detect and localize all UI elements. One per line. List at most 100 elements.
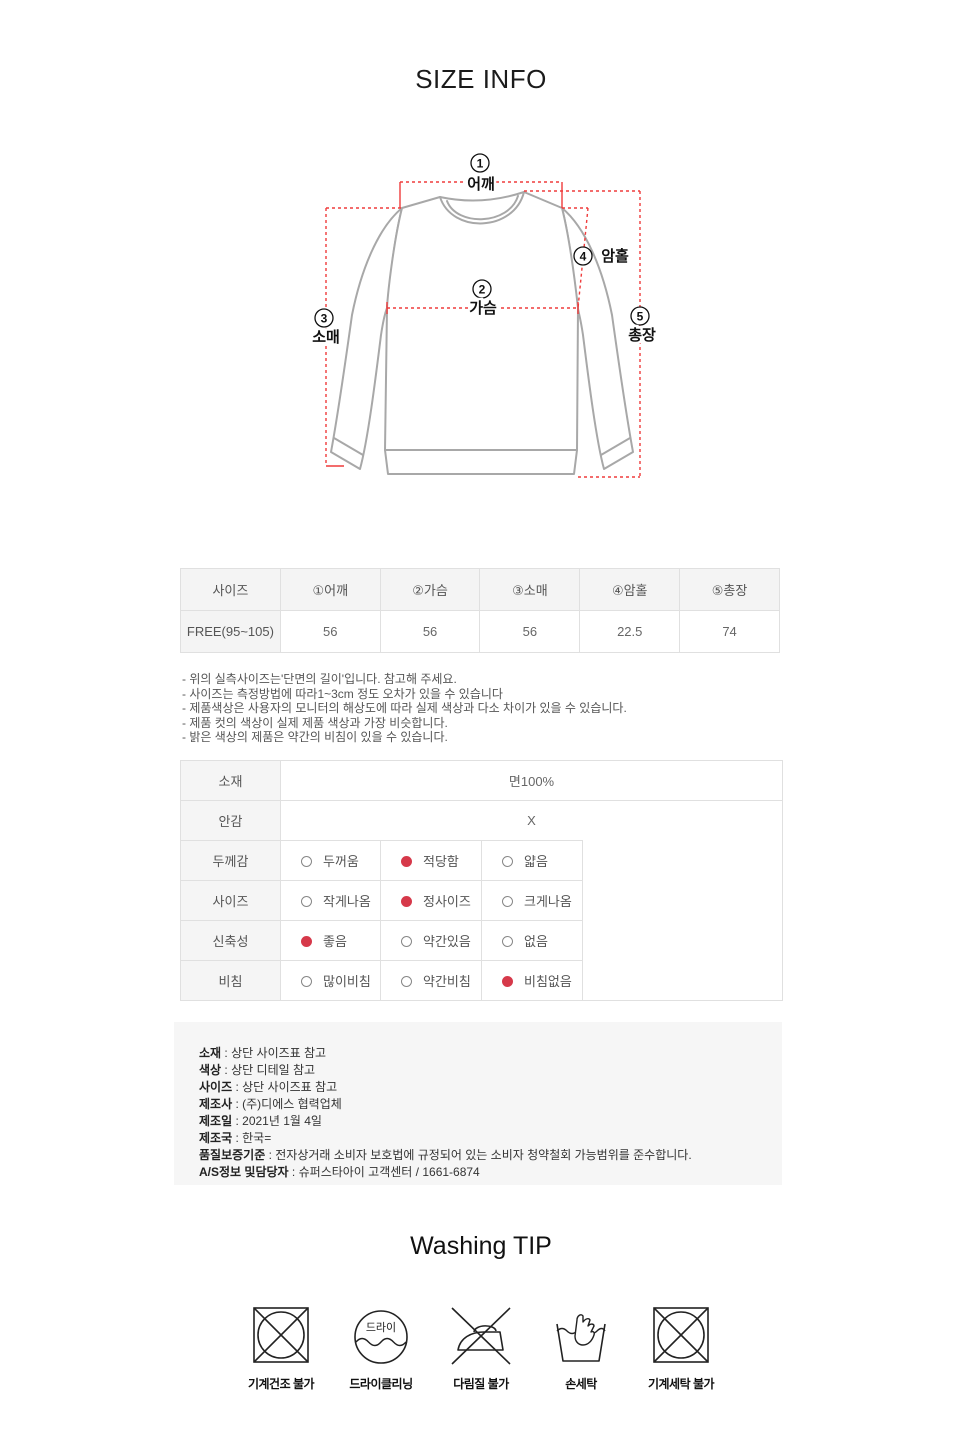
washing-item-label: 드라이클리닝 — [349, 1377, 413, 1391]
note-line: - 밝은 색상의 제품은 약간의 비침이 있을 수 있습니다. — [182, 730, 448, 745]
size-table-header: ③소매 — [479, 568, 581, 611]
option-label: 약간있음 — [423, 934, 471, 949]
option-label: 작게나옴 — [323, 894, 371, 909]
info-value: (주)디에스 협력업체 — [242, 1097, 342, 1111]
size-value-cell: 56 — [379, 610, 481, 653]
info-separator: : — [232, 1114, 243, 1128]
washing-item: 기계세탁 불가 — [631, 1300, 731, 1392]
measure-number-armhole: 4 — [580, 250, 587, 264]
option-label: 적당함 — [423, 854, 459, 869]
option-cell: 비침없음 — [481, 960, 583, 1001]
option-label: 크게나옴 — [524, 894, 572, 909]
circled-number-2 — [472, 279, 492, 299]
size-table-header: ②가슴 — [379, 568, 481, 611]
washing-item: 기계건조 불가 — [231, 1300, 331, 1392]
table-row: 두께감 두꺼움 적당함 얇음 — [180, 840, 783, 881]
size-table-header: 사이즈 — [180, 568, 281, 611]
option-cell: 정사이즈 — [380, 880, 482, 921]
measure-lines — [325, 181, 641, 478]
info-line: 소재 : 상단 사이즈표 참고 — [199, 1045, 762, 1062]
option-cell: 약간있음 — [380, 920, 482, 961]
washing-tip-title: Washing TIP — [410, 1232, 552, 1260]
info-label: 색상 — [199, 1063, 222, 1077]
option-label: 없음 — [524, 934, 548, 949]
info-separator: : — [232, 1097, 243, 1111]
row-label: 소재 — [180, 760, 281, 801]
size-table-header: ⑤총장 — [679, 568, 780, 611]
size-table-header: ①어깨 — [279, 568, 381, 611]
option-cell: 약간비침 — [380, 960, 482, 1001]
option-cell: 작게나옴 — [280, 880, 381, 921]
lining-value: X — [279, 800, 783, 841]
radio-indicator — [301, 976, 312, 987]
radio-indicator — [502, 856, 513, 867]
option-label: 정사이즈 — [423, 894, 471, 909]
washing-item-label: 손세탁 — [565, 1377, 597, 1391]
info-label: 제조사 — [199, 1097, 233, 1111]
radio-indicator — [401, 976, 412, 987]
filler-cell — [583, 921, 783, 961]
measure-number-sleeve: 3 — [321, 312, 328, 326]
no-iron-icon — [451, 1307, 511, 1365]
measure-label-length: 총장 — [628, 326, 656, 344]
washing-item: 손세탁 — [531, 1300, 631, 1392]
option-label: 두꺼움 — [323, 854, 359, 869]
option-cell: 적당함 — [380, 840, 482, 881]
size-table: 사이즈 ①어깨 ②가슴 ③소매 ④암홀 ⑤총장 FREE(95~105) 56 … — [180, 568, 780, 653]
info-value: 한국= — [242, 1131, 272, 1145]
info-label: 제조국 — [199, 1131, 233, 1145]
material-value: 면100% — [279, 760, 783, 801]
option-cell: 좋음 — [280, 920, 381, 961]
info-label: 제조일 — [199, 1114, 233, 1128]
info-label: A/S정보 및담당자 — [199, 1165, 289, 1179]
table-row: 소재 면100% — [180, 760, 783, 801]
size-value-cell: 56 — [279, 610, 381, 653]
info-separator: : — [288, 1165, 299, 1179]
garment-measure-diagram: 1 어깨 2 가슴 3 소매 4 암홀 5 총장 — [310, 153, 658, 478]
no-machine-wash-icon — [653, 1307, 709, 1363]
row-label: 두께감 — [180, 840, 281, 881]
measure-label-sleeve: 소매 — [312, 329, 340, 346]
row-label: 사이즈 — [180, 880, 281, 921]
measure-number-chest: 2 — [479, 283, 486, 297]
radio-indicator — [301, 896, 312, 907]
info-separator: : — [265, 1148, 276, 1162]
radio-indicator — [401, 936, 412, 947]
info-separator: : — [221, 1046, 232, 1060]
circled-number-5 — [630, 306, 650, 326]
option-cell: 크게나옴 — [481, 880, 583, 921]
info-value: 상단 사이즈표 참고 — [231, 1046, 327, 1060]
circled-number-4 — [573, 246, 593, 266]
table-row: 비침 많이비침 약간비침 비침없음 — [180, 960, 783, 1001]
no-tumble-dry-icon — [253, 1307, 309, 1363]
sweatshirt-outline — [330, 191, 634, 475]
info-line: 사이즈 : 상단 사이즈표 참고 — [199, 1079, 762, 1096]
option-label: 비침없음 — [524, 974, 572, 989]
row-label: 비침 — [180, 960, 281, 1001]
measure-number-shoulder: 1 — [477, 157, 484, 171]
measure-label-shoulder: 어깨 — [467, 176, 495, 193]
note-line: - 위의 실측사이즈는'단면의 길이'입니다. 참고해 주세요. — [182, 672, 457, 686]
page-title: SIZE INFO — [415, 64, 547, 94]
info-label: 사이즈 — [199, 1080, 233, 1094]
info-value: 슈퍼스타아이 고객센터 / 1661-6874 — [298, 1165, 480, 1179]
note-line: - 제품 컷의 색상이 실제 제품 색상과 가장 비슷합니다. — [182, 715, 448, 730]
size-table-row: FREE(95~105) 56 56 56 22.5 74 — [180, 610, 780, 653]
radio-indicator — [301, 936, 312, 947]
table-row: 신축성 좋음 약간있음 없음 — [180, 920, 783, 961]
table-row: 사이즈 작게나옴 정사이즈 크게나옴 — [180, 880, 783, 921]
info-separator: : — [232, 1131, 243, 1145]
filler-cell — [583, 881, 783, 921]
measure-labels: 1 어깨 2 가슴 3 소매 4 암홀 5 총장 — [310, 153, 658, 349]
info-value: 전자상거래 소비자 보호법에 규정되어 있는 소비자 청약철회 가능범위를 준수… — [275, 1148, 692, 1162]
radio-indicator — [502, 936, 513, 947]
fabric-detail-table: 소재 면100% 안감 X 두께감 두꺼움 적당함 얇음 사이즈 작게나옴 정사… — [180, 760, 784, 1001]
row-label: 안감 — [180, 800, 281, 841]
measure-number-length: 5 — [637, 310, 644, 324]
dry-clean-icon: 드라이 — [354, 1310, 408, 1364]
info-line: A/S정보 및담당자 : 슈퍼스타아이 고객센터 / 1661-6874 — [199, 1164, 762, 1181]
option-cell: 없음 — [481, 920, 583, 961]
filler-cell — [583, 961, 783, 1001]
info-label: 품질보증기준 — [199, 1148, 266, 1162]
